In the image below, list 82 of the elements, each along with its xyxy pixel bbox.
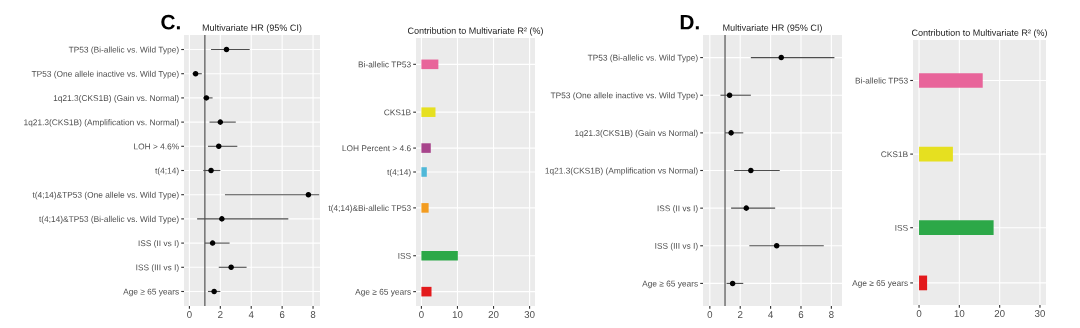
y-tick-label: t(4;14) (155, 167, 179, 176)
x-tick-label: 2 (738, 311, 743, 318)
bar (421, 203, 429, 213)
x-tick-label: 0 (916, 310, 922, 317)
point (192, 70, 199, 77)
x-tick-label: 8 (310, 311, 316, 318)
text: D. (680, 14, 699, 30)
point (203, 95, 210, 101)
y-tick-label: ISS (II vs I) (657, 205, 698, 213)
point (215, 143, 222, 150)
y-tick-label: Age ≥ 65 years (355, 288, 411, 297)
y-tick-label: 1q21.3(CKS1B) (Gain vs. Normal) (53, 94, 179, 103)
x-tick-label: 2 (218, 311, 223, 318)
y-tick-label: t(4;14)&Bi-allelic TP53 (328, 204, 411, 213)
point (728, 130, 734, 136)
text: C. (161, 14, 180, 30)
point (217, 119, 224, 125)
bar (919, 275, 928, 291)
bar (421, 143, 431, 153)
point (726, 92, 733, 99)
point (223, 46, 230, 53)
bar (919, 146, 953, 162)
point (778, 54, 785, 61)
y-tick-label: Bi-allelic TP53 (358, 61, 411, 68)
y-tick-label: ISS (III vs I) (655, 242, 698, 251)
point (729, 280, 736, 287)
x-tick-label: 6 (279, 311, 285, 318)
x-tick-label: 4 (248, 311, 254, 318)
point (743, 205, 750, 211)
bar (421, 250, 458, 261)
bar (421, 59, 439, 70)
x-tick-label: 4 (768, 311, 774, 318)
x-tick-label: 0 (419, 311, 424, 318)
y-tick-label: Age ≥ 65 years (642, 280, 698, 289)
point (209, 240, 216, 246)
x-tick-label: 10 (954, 310, 965, 317)
point (773, 242, 780, 249)
bar (421, 167, 427, 177)
y-tick-label: TP53 (Bi-allelic vs. Wild Type) (68, 46, 179, 55)
x-tick-label: 6 (798, 311, 804, 318)
x-tick-label: 0 (187, 311, 192, 318)
bar (421, 107, 436, 117)
x-tick-label: 0 (707, 311, 713, 318)
point (219, 216, 225, 222)
x-tick-label: 8 (829, 311, 834, 318)
y-tick-label: t(4;14)&TP53 (Bi-allelic vs. Wild Type) (39, 215, 179, 224)
y-tick-label: TP53 (Bi-allelic vs. Wild Type) (587, 54, 698, 63)
y-tick-label: ISS (III vs I) (136, 264, 179, 273)
y-tick-label: TP53 (One allele inactive vs. Wild Type) (550, 92, 698, 100)
y-tick-label: CKS1B (384, 109, 411, 116)
bar (421, 286, 432, 297)
y-tick-label: LOH Percent > 4.6 (342, 145, 411, 152)
y-tick-label: 1q21.3(CKS1B) (Amplification vs. Normal) (24, 119, 179, 127)
y-tick-label: t(4;14) (387, 168, 411, 177)
y-tick-label: t(4;14)&TP53 (One allele vs. Wild Type) (32, 191, 179, 200)
x-tick-label: 20 (994, 310, 1005, 317)
y-tick-label: 1q21.3(CKS1B) (Amplification vs Normal) (545, 167, 698, 176)
y-tick-label: ISS (398, 252, 411, 259)
point (211, 288, 217, 295)
x-tick-label: 30 (524, 311, 535, 318)
x-tick-label: 20 (488, 311, 499, 318)
y-tick-label: ISS (II vs I) (138, 240, 179, 248)
point (228, 264, 234, 271)
point (208, 167, 214, 174)
y-tick-label: ISS (895, 224, 908, 231)
bar (919, 220, 994, 236)
x-tick-label: 30 (1034, 310, 1045, 317)
chart-title: Multivariate HR (95% CI) (723, 24, 822, 33)
y-tick-label: CKS1B (881, 151, 908, 158)
y-tick-label: Age ≥ 65 years (123, 288, 179, 297)
y-tick-label: 1q21.3(CKS1B) (Gain vs Normal) (575, 129, 698, 138)
y-tick-label: Age ≥ 65 years (852, 280, 908, 288)
bar (919, 73, 983, 88)
point (748, 167, 754, 174)
x-tick-label: 10 (452, 311, 463, 318)
chart-title: Contribution to Multivariate R² (%) (911, 29, 1047, 38)
chart-title: Contribution to Multivariate R² (%) (407, 27, 543, 36)
point (305, 191, 312, 198)
y-tick-label: Bi-allelic TP53 (855, 77, 908, 84)
y-tick-label: LOH > 4.6% (134, 143, 179, 150)
y-tick-label: TP53 (One allele inactive vs. Wild Type) (31, 70, 179, 79)
chart-title: Multivariate HR (95% CI) (202, 24, 302, 33)
